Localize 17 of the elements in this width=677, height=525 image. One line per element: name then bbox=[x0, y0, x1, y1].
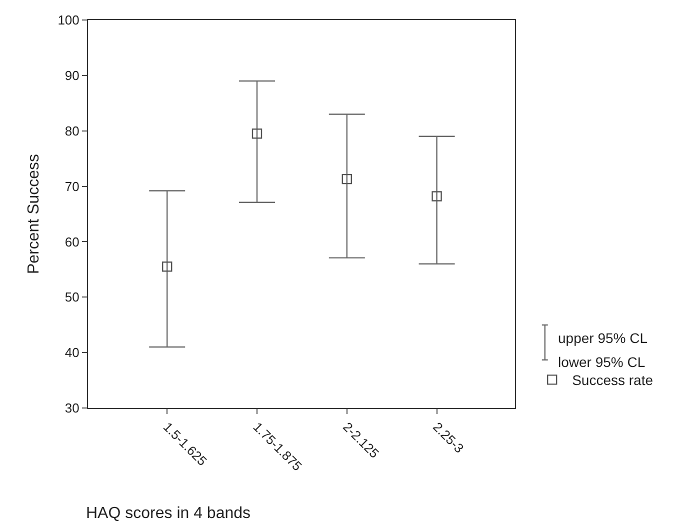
text: lower 95% CL bbox=[558, 354, 646, 370]
x-axis-title: HAQ scores in 4 bands bbox=[86, 505, 251, 522]
y-tick-label: 70 bbox=[64, 178, 80, 194]
y-tick-label: 40 bbox=[64, 345, 80, 360]
point bbox=[162, 262, 172, 272]
y-tick-label: 100 bbox=[58, 12, 80, 28]
y-axis-title: Percent Success bbox=[26, 154, 43, 274]
y-tick-label: 60 bbox=[64, 234, 80, 250]
y-tick-label: 30 bbox=[64, 400, 80, 416]
point bbox=[342, 174, 352, 184]
point bbox=[252, 128, 262, 139]
y-tick-label: 90 bbox=[64, 68, 80, 83]
text: upper 95% CL bbox=[558, 330, 648, 346]
y-tick-label: 80 bbox=[64, 123, 80, 138]
point bbox=[432, 191, 442, 202]
y-tick-label: 50 bbox=[64, 290, 80, 305]
legend-label: Success rate bbox=[572, 372, 654, 388]
